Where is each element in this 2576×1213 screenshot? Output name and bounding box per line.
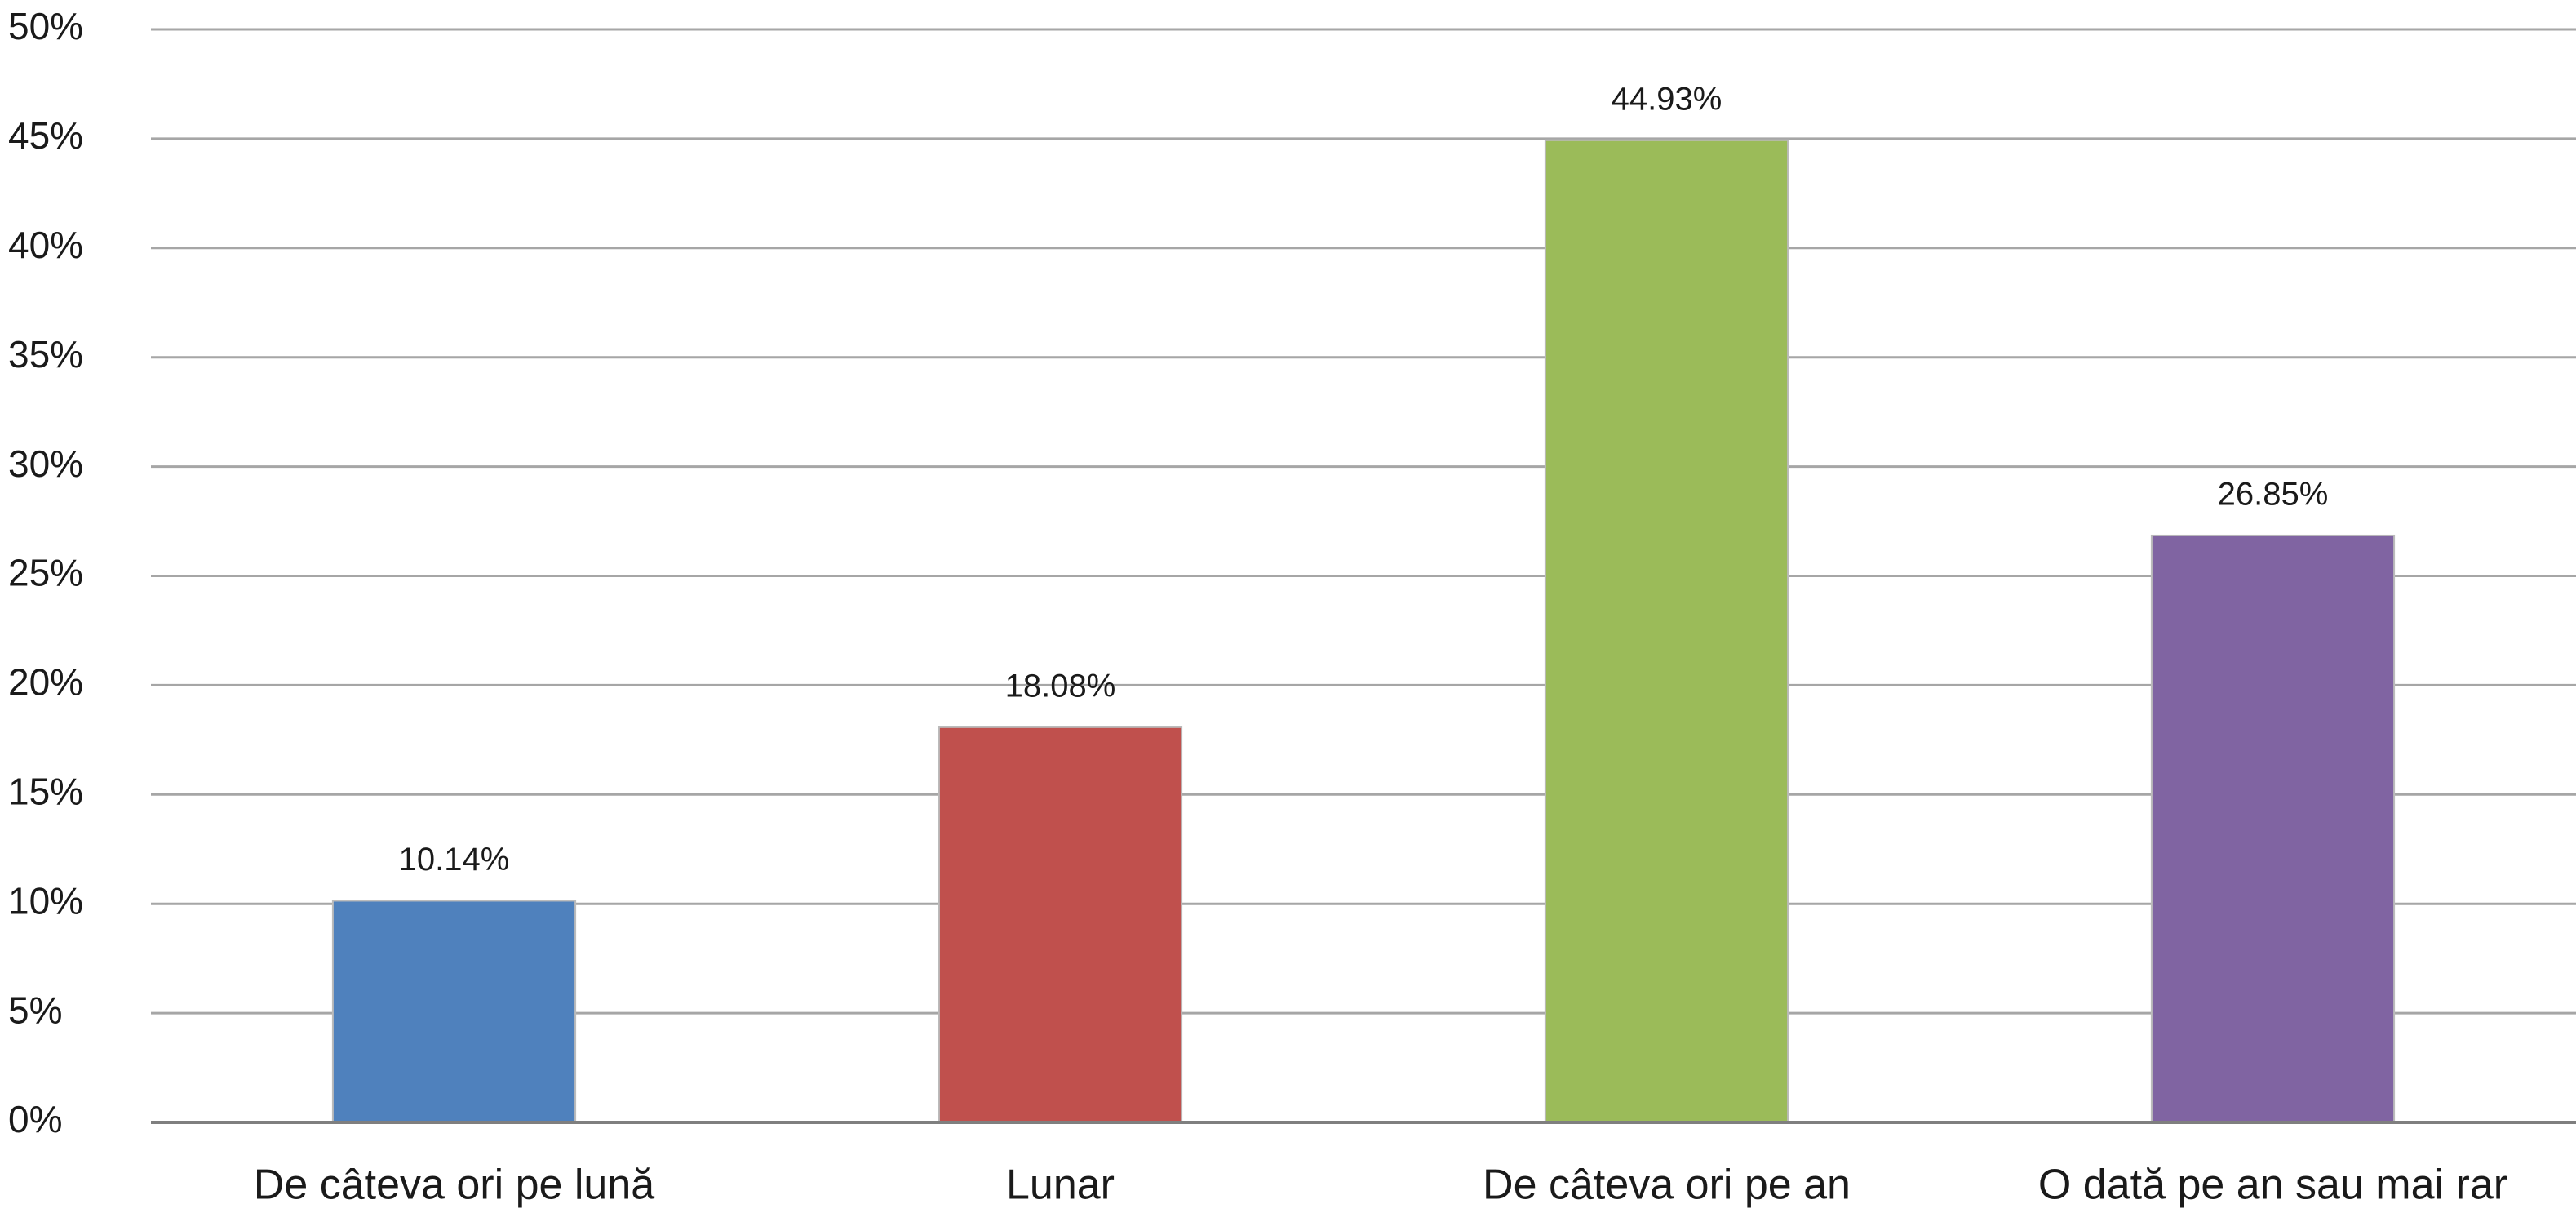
bar <box>331 900 577 1123</box>
data-label: 26.85% <box>2218 477 2329 513</box>
bar <box>938 726 1183 1124</box>
x-tick-label: Lunar <box>1006 1162 1115 1209</box>
y-tick-label: 30% <box>8 442 83 485</box>
y-tick-label: 35% <box>8 333 83 375</box>
bar <box>2150 534 2396 1123</box>
bar <box>1544 139 1789 1123</box>
data-label: 10.14% <box>399 842 510 878</box>
y-tick-label: 45% <box>8 114 83 157</box>
y-tick-label: 20% <box>8 661 83 704</box>
y-tick-label: 0% <box>8 1098 62 1140</box>
y-tick-label: 5% <box>8 989 62 1031</box>
y-tick-label: 40% <box>8 224 83 266</box>
y-tick-label: 15% <box>8 770 83 812</box>
x-tick-label: O dată pe an sau mai rar <box>2038 1162 2507 1209</box>
y-tick-label: 10% <box>8 879 83 922</box>
y-tick-label: 25% <box>8 552 83 594</box>
data-label: 18.08% <box>1005 668 1116 704</box>
x-tick-label: De câteva ori pe an <box>1483 1162 1851 1209</box>
x-tick-label: De câteva ori pe lună <box>254 1162 654 1209</box>
data-label: 44.93% <box>1612 81 1723 117</box>
y-tick-label: 50% <box>8 5 83 47</box>
